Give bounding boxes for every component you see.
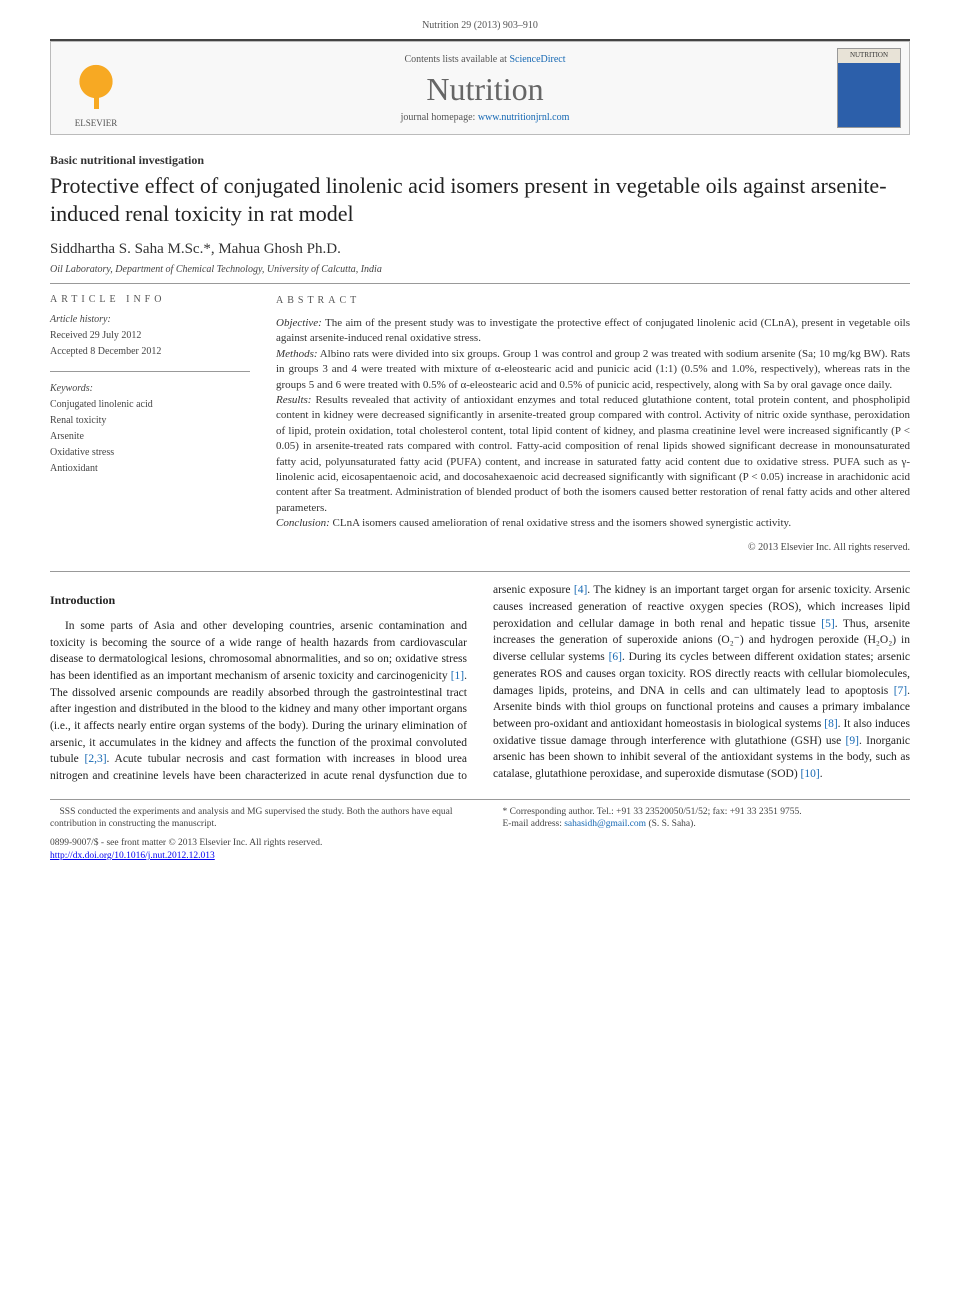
- ref-link[interactable]: [10]: [801, 768, 820, 780]
- keyword: Arsenite: [50, 430, 250, 444]
- body-paragraph: In some parts of Asia and other developi…: [50, 582, 910, 784]
- abstract-conclusion: Conclusion: CLnA isomers caused ameliora…: [276, 516, 910, 531]
- homepage-line: journal homepage: www.nutritionjrnl.com: [141, 112, 829, 123]
- body-text: . Acute tubular necrosis and: [107, 753, 252, 765]
- objective-label: Objective:: [276, 317, 322, 329]
- corr-detail: Tel.: +91 33 23520050/51/52; fax: +91 33…: [597, 807, 802, 817]
- ref-link[interactable]: [7]: [894, 685, 907, 697]
- methods-text: Albino rats were divided into six groups…: [276, 348, 910, 391]
- authors: Siddhartha S. Saha M.Sc.*, Mahua Ghosh P…: [50, 241, 910, 258]
- corr-label: * Corresponding author.: [503, 807, 597, 817]
- cover-thumb-wrap[interactable]: NUTRITION: [829, 42, 909, 134]
- intro-heading: Introduction: [50, 592, 467, 609]
- body-text: . The dissolved arsenic compounds are re…: [50, 670, 467, 765]
- keyword: Renal toxicity: [50, 414, 250, 428]
- affiliation: Oil Laboratory, Department of Chemical T…: [50, 264, 910, 275]
- results-text: Results revealed that activity of antiox…: [276, 394, 910, 514]
- objective-text: The aim of the present study was to inve…: [276, 317, 910, 344]
- received-date: Received 29 July 2012: [50, 329, 250, 343]
- footnotes: SSS conducted the experiments and analys…: [50, 799, 910, 832]
- cover-label: NUTRITION: [838, 51, 900, 59]
- keywords-block: Keywords: Conjugated linolenic acid Rena…: [50, 382, 250, 476]
- article-type: Basic nutritional investigation: [50, 153, 910, 168]
- article-info: ARTICLE INFO Article history: Received 2…: [50, 294, 250, 555]
- body-columns: Introduction In some parts of Asia and o…: [50, 582, 910, 784]
- abstract-results: Results: Results revealed that activity …: [276, 393, 910, 516]
- issn-line: 0899-9007/$ - see front matter © 2013 El…: [50, 837, 910, 850]
- homepage-prefix: journal homepage:: [401, 112, 478, 123]
- body-text: .: [820, 768, 823, 780]
- ref-link[interactable]: [2,3]: [85, 753, 107, 765]
- ref-link[interactable]: [5]: [821, 618, 834, 630]
- history-block: Article history: Received 29 July 2012 A…: [50, 313, 250, 359]
- body-text: In some parts of Asia and other developi…: [50, 620, 467, 682]
- email-link[interactable]: sahasidh@gmail.com: [564, 819, 646, 829]
- meta-abstract-row: ARTICLE INFO Article history: Received 2…: [50, 294, 910, 555]
- masthead-center: Contents lists available at ScienceDirec…: [141, 42, 829, 134]
- divider: [50, 571, 910, 572]
- ref-link[interactable]: [6]: [609, 651, 622, 663]
- article-info-heading: ARTICLE INFO: [50, 294, 250, 305]
- conclusion-label: Conclusion:: [276, 517, 330, 529]
- publisher-logo[interactable]: ELSEVIER: [51, 42, 141, 134]
- email-tail: (S. S. Saha).: [646, 819, 696, 829]
- journal-name: Nutrition: [141, 71, 829, 108]
- ref-link[interactable]: [4]: [574, 584, 587, 596]
- ref-link[interactable]: [8]: [824, 718, 837, 730]
- keyword: Oxidative stress: [50, 446, 250, 460]
- abstract-methods: Methods: Albino rats were divided into s…: [276, 347, 910, 393]
- journal-cover-icon: NUTRITION: [837, 48, 901, 128]
- accepted-date: Accepted 8 December 2012: [50, 345, 250, 359]
- methods-label: Methods:: [276, 348, 318, 360]
- results-label: Results:: [276, 394, 311, 406]
- footer-meta: 0899-9007/$ - see front matter © 2013 El…: [50, 837, 910, 863]
- masthead: ELSEVIER Contents lists available at Sci…: [50, 41, 910, 135]
- contents-prefix: Contents lists available at: [404, 54, 509, 65]
- keyword: Antioxidant: [50, 462, 250, 476]
- sciencedirect-link[interactable]: ScienceDirect: [509, 54, 565, 65]
- abstract-objective: Objective: The aim of the present study …: [276, 316, 910, 347]
- email-label: E-mail address:: [503, 819, 565, 829]
- elsevier-tree-icon: [71, 64, 121, 114]
- abstract: ABSTRACT Objective: The aim of the prese…: [276, 294, 910, 555]
- keywords-label: Keywords:: [50, 382, 250, 396]
- conclusion-text: CLnA isomers caused amelioration of rena…: [330, 517, 791, 529]
- abstract-heading: ABSTRACT: [276, 294, 910, 308]
- info-divider: [50, 371, 250, 372]
- article-title: Protective effect of conjugated linoleni…: [50, 172, 910, 227]
- abstract-copyright: © 2013 Elsevier Inc. All rights reserved…: [276, 541, 910, 555]
- divider: [50, 283, 910, 284]
- keyword: Conjugated linolenic acid: [50, 398, 250, 412]
- journal-homepage-link[interactable]: www.nutritionjrnl.com: [478, 112, 570, 123]
- corresponding-author: * Corresponding author. Tel.: +91 33 235…: [493, 806, 910, 819]
- publisher-name: ELSEVIER: [75, 118, 118, 128]
- doi-link[interactable]: http://dx.doi.org/10.1016/j.nut.2012.12.…: [50, 851, 215, 861]
- running-header: Nutrition 29 (2013) 903–910: [50, 20, 910, 31]
- contents-line: Contents lists available at ScienceDirec…: [141, 54, 829, 65]
- contribution-note: SSS conducted the experiments and analys…: [50, 806, 467, 832]
- ref-link[interactable]: [1]: [451, 670, 464, 682]
- history-label: Article history:: [50, 313, 250, 327]
- email-line: E-mail address: sahasidh@gmail.com (S. S…: [493, 818, 910, 831]
- ref-link[interactable]: [9]: [846, 735, 859, 747]
